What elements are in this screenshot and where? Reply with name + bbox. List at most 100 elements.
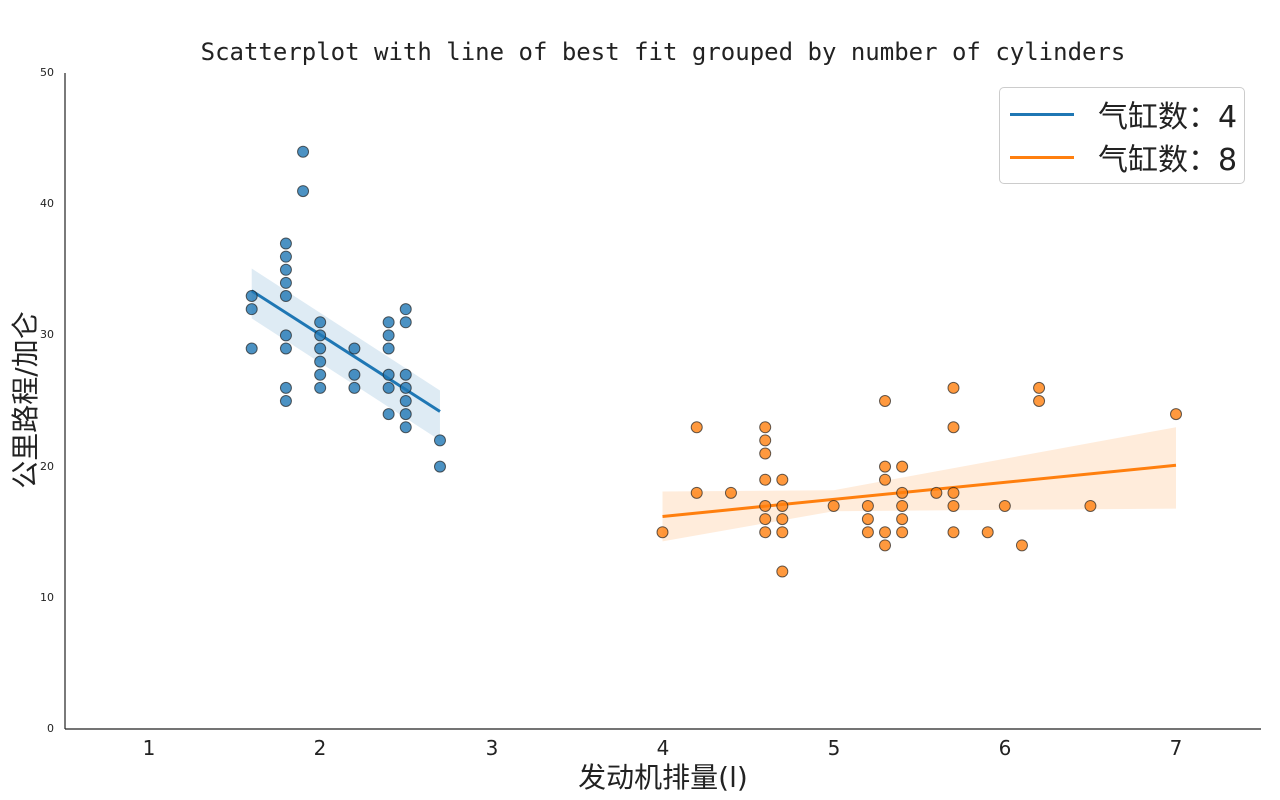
x-tick-label: 4	[656, 736, 670, 760]
data-point	[279, 237, 292, 250]
data-point	[382, 408, 395, 421]
data-point	[399, 316, 412, 329]
data-point	[947, 421, 960, 434]
data-point	[947, 486, 960, 499]
y-tick-label: 50	[40, 66, 54, 79]
data-point	[861, 526, 874, 539]
data-point	[279, 342, 292, 355]
data-point	[279, 276, 292, 289]
x-tick-label: 2	[313, 736, 327, 760]
chart-title: Scatterplot with line of best fit groupe…	[200, 38, 1126, 66]
data-point	[690, 486, 703, 499]
x-tick-label: 5	[827, 736, 841, 760]
data-point	[759, 513, 772, 526]
y-tick-label: 40	[40, 197, 54, 210]
x-tick-label: 1	[142, 736, 156, 760]
data-point	[896, 499, 909, 512]
data-point	[861, 499, 874, 512]
data-point	[314, 342, 327, 355]
data-point	[759, 447, 772, 460]
data-point	[947, 499, 960, 512]
y-tick-label: 30	[40, 328, 54, 341]
data-point	[896, 486, 909, 499]
data-point	[759, 421, 772, 434]
data-point	[759, 499, 772, 512]
y-axis-label: 公里路程/加仑	[9, 311, 42, 489]
data-point	[896, 513, 909, 526]
data-point	[382, 342, 395, 355]
x-tick-label: 6	[998, 736, 1012, 760]
data-point	[382, 329, 395, 342]
data-point	[776, 565, 789, 578]
data-point	[879, 473, 892, 486]
data-point	[861, 513, 874, 526]
confidence-band	[662, 427, 1176, 542]
data-point	[724, 486, 737, 499]
data-points	[245, 145, 1182, 578]
legend-item-4-cylinders: 气缸数：4	[1010, 94, 1238, 135]
x-axis-label: 发动机排量(l)	[578, 761, 748, 794]
confidence-band	[251, 268, 440, 441]
legend-item-8-cylinders: 气缸数：8	[1010, 137, 1238, 178]
data-point	[433, 434, 446, 447]
data-point	[245, 303, 258, 316]
data-point	[314, 368, 327, 381]
data-point	[879, 539, 892, 552]
data-point	[279, 250, 292, 263]
data-point	[776, 499, 789, 512]
data-point	[279, 263, 292, 276]
data-point	[879, 460, 892, 473]
data-point	[279, 329, 292, 342]
data-point	[656, 526, 669, 539]
data-point	[776, 526, 789, 539]
data-point	[399, 421, 412, 434]
data-point	[245, 342, 258, 355]
data-point	[314, 316, 327, 329]
data-point	[297, 185, 310, 198]
data-point	[399, 381, 412, 394]
data-point	[776, 473, 789, 486]
y-tick-label: 10	[40, 591, 54, 604]
data-point	[433, 460, 446, 473]
data-point	[314, 329, 327, 342]
data-point	[1015, 539, 1028, 552]
y-tick-label: 20	[40, 460, 54, 473]
data-point	[279, 290, 292, 303]
data-point	[759, 434, 772, 447]
data-point	[314, 381, 327, 394]
data-point	[399, 368, 412, 381]
legend: 气缸数：4 气缸数：8	[999, 87, 1245, 184]
data-point	[930, 486, 943, 499]
data-point	[759, 473, 772, 486]
confidence-bands	[251, 268, 1176, 542]
data-point	[998, 499, 1011, 512]
data-point	[279, 381, 292, 394]
best-fit-line	[662, 463, 1177, 518]
data-point	[759, 526, 772, 539]
data-point	[382, 316, 395, 329]
legend-label: 气缸数：4	[1098, 100, 1238, 135]
data-point	[314, 355, 327, 368]
data-point	[827, 499, 840, 512]
data-point	[279, 395, 292, 407]
data-point	[1033, 395, 1046, 407]
data-point	[399, 303, 412, 316]
data-point	[776, 513, 789, 526]
data-point	[947, 526, 960, 539]
legend-line-swatch-blue	[1010, 112, 1074, 116]
x-tick-label: 3	[485, 736, 499, 760]
data-point	[245, 290, 258, 303]
data-point	[947, 381, 960, 394]
data-point	[879, 395, 892, 407]
data-point	[981, 526, 994, 539]
legend-label: 气缸数：8	[1098, 143, 1238, 178]
data-point	[690, 421, 703, 434]
x-tick-label: 7	[1169, 736, 1183, 760]
data-point	[879, 526, 892, 539]
y-tick-label: 0	[47, 722, 54, 735]
data-point	[1033, 381, 1046, 394]
data-point	[348, 342, 361, 355]
data-point	[348, 368, 361, 381]
data-point	[348, 381, 361, 394]
data-point	[399, 408, 412, 421]
